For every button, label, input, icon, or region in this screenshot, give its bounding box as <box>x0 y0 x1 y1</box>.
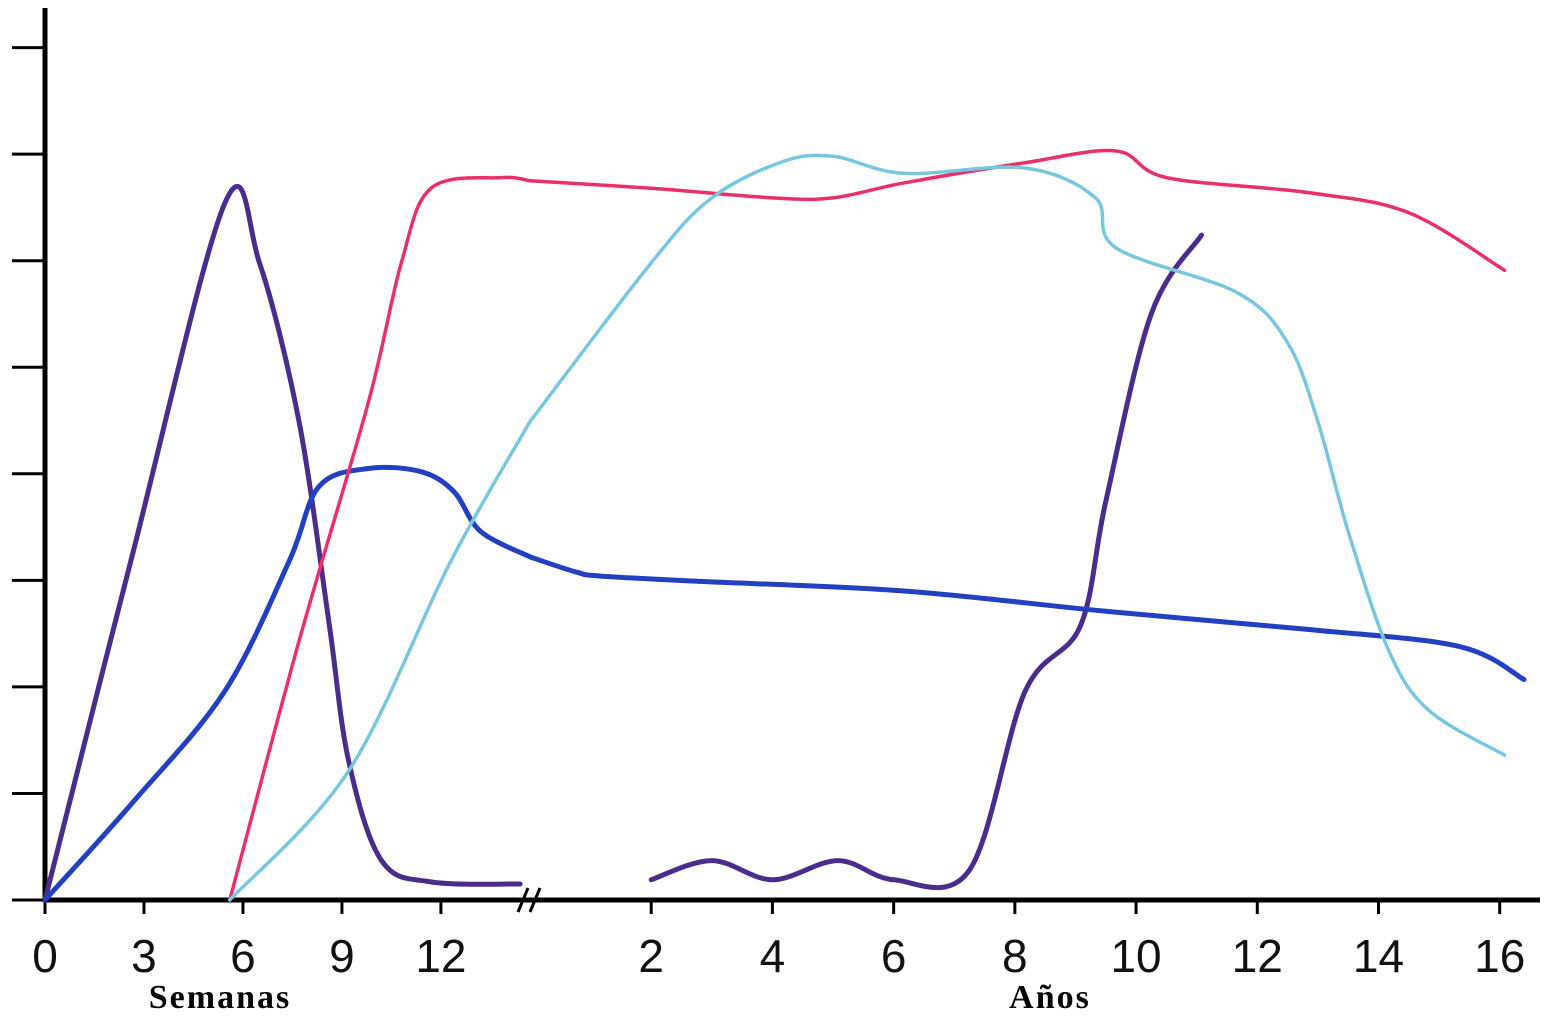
x-tick-label: 3 <box>131 930 157 982</box>
line-weeks <box>42 183 523 903</box>
x-tick-label: 12 <box>415 930 466 982</box>
line-weeks <box>228 419 532 902</box>
line-years <box>528 153 1507 757</box>
line-years <box>648 232 1205 891</box>
line-weeks <box>42 464 533 903</box>
x2-tick-label: 2 <box>638 930 664 982</box>
line-weeks <box>228 175 532 902</box>
x2-tick-label: 8 <box>1002 930 1028 982</box>
x2-tick-label: 4 <box>760 930 786 982</box>
x2-tick-label: 10 <box>1110 930 1161 982</box>
x-tick-label: 9 <box>329 930 355 982</box>
x2-tick-label: 12 <box>1232 930 1283 982</box>
x2-tick-label: 16 <box>1474 930 1525 982</box>
x2-axis-title: Años <box>1009 979 1091 1016</box>
axis-break <box>516 887 542 913</box>
line-years <box>527 554 1527 682</box>
x2-tick-label: 6 <box>881 930 907 982</box>
x-tick-label: 0 <box>32 930 58 982</box>
x-tick-label: 6 <box>230 930 256 982</box>
x-axis-title: Semanas <box>149 979 291 1016</box>
x2-tick-label: 14 <box>1353 930 1404 982</box>
